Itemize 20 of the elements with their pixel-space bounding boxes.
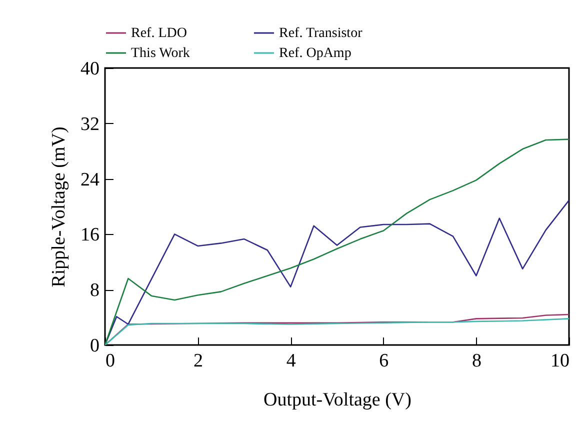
y-axis-title: Ripple-Voltage (mV) — [48, 126, 70, 288]
x-tick-label: 0 — [106, 350, 115, 372]
x-axis-title: Output-Voltage (V) — [264, 390, 412, 410]
x-tick-label: 8 — [472, 350, 482, 372]
y-tick-label: 16 — [80, 224, 100, 246]
legend-label: Ref. LDO — [131, 26, 187, 41]
y-tick-label: 32 — [80, 114, 100, 135]
legend-label: This Work — [131, 46, 190, 61]
line-series — [105, 200, 569, 345]
line-series — [105, 138, 569, 345]
legend-label: Ref. Transistor — [279, 26, 363, 41]
y-tick-label: 24 — [80, 169, 100, 190]
y-tick-label: 0 — [90, 336, 100, 356]
y-tick-label: 40 — [80, 58, 100, 80]
x-tick-label: 4 — [286, 350, 296, 372]
legend-label: Ref. OpAmp — [279, 46, 352, 61]
y-tick-label: 8 — [90, 280, 100, 302]
x-tick-label: 2 — [194, 350, 204, 372]
x-tick-label: 6 — [379, 350, 389, 372]
x-tick-label: 10 — [550, 350, 570, 372]
